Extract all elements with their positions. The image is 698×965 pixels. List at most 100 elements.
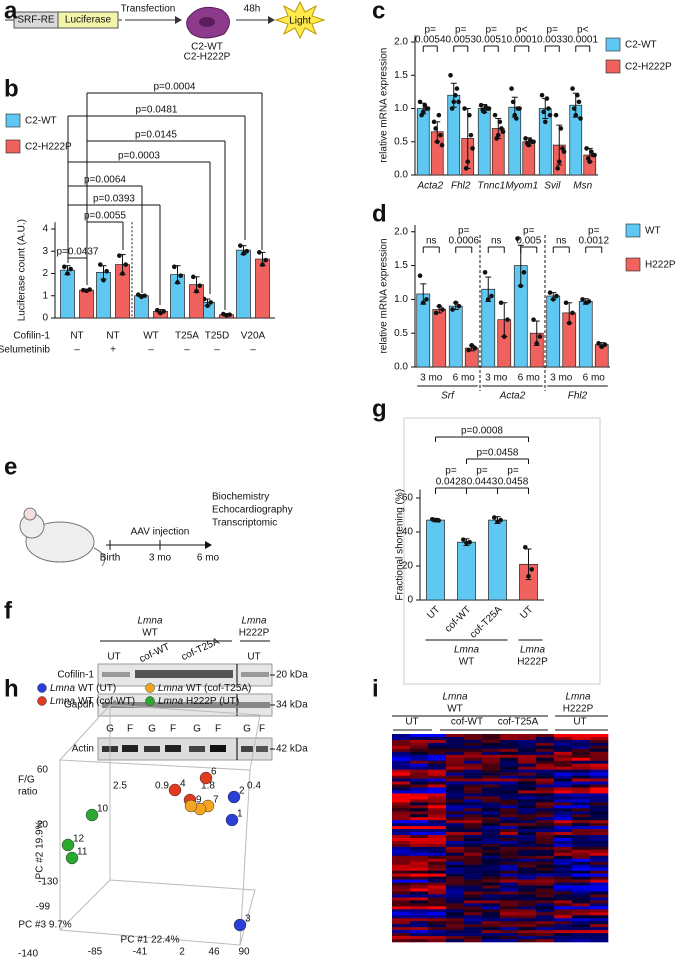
- heatmap-cell: [536, 745, 555, 750]
- x-tick-label: cof-T25A: [468, 604, 505, 641]
- heatmap-cell: [572, 858, 591, 863]
- heatmap-cell: [482, 751, 501, 756]
- panel-letter: a: [4, 0, 18, 24]
- heatmap-cell: [428, 799, 447, 803]
- heatmap-cell: [446, 814, 465, 818]
- data-point: [208, 300, 213, 305]
- pca-point-label: 2: [239, 786, 245, 797]
- heatmap-cell: [428, 933, 447, 937]
- heatmap-cell: [500, 796, 519, 800]
- heatmap-cell: [590, 814, 609, 818]
- heatmap-cell: [536, 924, 555, 928]
- heatmap-cell: [482, 790, 501, 794]
- data-point: [550, 297, 556, 302]
- heatmap-cell: [500, 826, 519, 830]
- annotation: p=: [425, 25, 437, 36]
- heatmap-cell: [464, 808, 483, 812]
- heatmap-cell: [392, 838, 411, 842]
- heatmap-cell: [464, 855, 483, 860]
- heatmap-cell: [410, 757, 429, 762]
- heatmap-cell: [572, 805, 591, 809]
- heatmap-cell: [482, 912, 501, 916]
- bar: [448, 305, 463, 368]
- heatmap-cell: [464, 751, 483, 756]
- heatmap-cell: [590, 843, 609, 848]
- heatmap-cell: [410, 772, 429, 776]
- heatmap-cell: [500, 799, 519, 803]
- data-point: [570, 310, 575, 316]
- heatmap-cell: [428, 870, 447, 874]
- data-point: [500, 129, 506, 135]
- data-point: [589, 149, 594, 155]
- heatmap-cell: [536, 772, 555, 776]
- row-label: Cofilin-1: [13, 331, 50, 342]
- data-point: [584, 146, 589, 151]
- readout-label: Echocardiography: [212, 505, 293, 516]
- heatmap-cell: [446, 864, 465, 869]
- heatmap-cell: [446, 927, 465, 931]
- heatmap-cell: [428, 852, 447, 857]
- heatmap-cell: [482, 882, 501, 886]
- annotation: p=0.0481: [136, 105, 178, 116]
- data-point: [456, 99, 461, 105]
- heatmap-cell: [410, 802, 429, 806]
- heatmap-cell: [518, 763, 537, 767]
- data-point: [537, 334, 543, 339]
- heatmap-cell: [590, 876, 609, 880]
- heatmap-cell: [482, 760, 501, 765]
- heatmap-cell: [482, 823, 501, 827]
- fraction-label: G: [106, 724, 114, 735]
- data-point: [436, 112, 442, 118]
- heatmap-cell: [554, 843, 573, 848]
- heatmap-cell: [428, 829, 447, 833]
- heatmap-cell: [536, 829, 555, 833]
- heatmap-cell: [428, 912, 447, 916]
- heatmap-cell: [536, 784, 555, 788]
- heatmap-cell: [392, 876, 411, 880]
- heatmap-cell: [410, 936, 429, 940]
- heatmap-cell: [392, 751, 411, 756]
- arrowhead: [175, 16, 182, 24]
- heatmap-cell: [500, 855, 519, 860]
- column-label: cof-T25A: [498, 717, 539, 728]
- heatmap-cell: [428, 778, 447, 782]
- heatmap-cell: [446, 933, 465, 937]
- heatmap-cell: [392, 888, 411, 892]
- heatmap-cell: [428, 894, 447, 898]
- heatmap-cell: [392, 802, 411, 806]
- heatmap-cell: [536, 858, 555, 863]
- heatmap-cell: [572, 829, 591, 833]
- heatmap-cell: [428, 835, 447, 839]
- heatmap-cell: [410, 915, 429, 919]
- heatmap-cell: [536, 799, 555, 803]
- data-point: [547, 290, 553, 295]
- heatmap-cell: [464, 769, 483, 773]
- heatmap-cell: [500, 840, 519, 845]
- heatmap-cell: [500, 775, 519, 779]
- heatmap-cell: [590, 802, 609, 806]
- row-value: +: [110, 345, 116, 356]
- heatmap-cell: [554, 805, 573, 809]
- data-point: [62, 264, 67, 270]
- legend-label: H222P: [645, 260, 676, 271]
- heatmap-cell: [554, 894, 573, 898]
- heatmap-cell: [536, 838, 555, 842]
- heatmap-cell: [518, 867, 537, 871]
- heatmap-cell: [536, 891, 555, 895]
- heatmap-cell: [536, 790, 555, 794]
- heatmap-cell: [464, 742, 483, 747]
- heatmap-cell: [536, 849, 555, 854]
- data-point: [518, 283, 524, 289]
- legend-marker: [37, 683, 47, 693]
- heatmap-cell: [428, 882, 447, 886]
- heatmap-cell: [410, 873, 429, 877]
- heatmap-cell: [392, 799, 411, 803]
- panel-letter: c: [372, 0, 385, 24]
- y-tick-label: 0.0: [394, 362, 408, 373]
- heatmap-cell: [410, 763, 429, 767]
- heatmap-cell: [428, 823, 447, 827]
- data-point: [470, 146, 475, 151]
- heatmap-cell: [482, 924, 501, 928]
- data-point: [123, 262, 128, 267]
- heatmap-cell: [464, 873, 483, 877]
